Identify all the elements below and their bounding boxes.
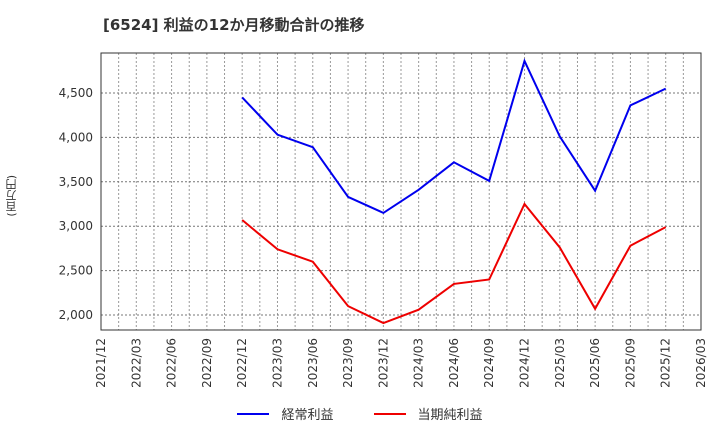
x-tick-label: 2021/12	[94, 338, 108, 388]
y-tick-label: 2,000	[59, 308, 93, 322]
series-line	[241, 202, 667, 325]
series-line	[241, 58, 667, 215]
x-tick-label: 2022/12	[235, 338, 249, 388]
x-tick-label: 2024/12	[518, 338, 532, 388]
legend-label: 当期純利益	[417, 408, 483, 423]
legend-label: 経常利益	[281, 408, 334, 423]
x-tick-label: 2025/09	[623, 338, 637, 388]
chart-title: [6524] 利益の12か月移動合計の推移	[103, 16, 365, 34]
legend-item-net-profit: 当期純利益	[373, 404, 483, 423]
y-tick-label: 4,000	[59, 130, 93, 144]
x-tick-label: 2024/03	[412, 338, 426, 388]
x-tick-label: 2025/03	[553, 338, 567, 388]
y-tick-label: 4,500	[59, 86, 93, 100]
x-tick-label: 2022/03	[129, 338, 143, 388]
legend-swatch-blue	[237, 412, 270, 415]
x-tick-label: 2022/09	[200, 338, 214, 388]
x-tick-label: 2023/03	[270, 338, 284, 388]
x-tick-label: 2023/09	[341, 338, 355, 388]
legend-swatch-red	[373, 412, 406, 415]
x-tick-label: 2025/06	[588, 338, 602, 388]
x-tick-label: 2024/06	[447, 338, 461, 388]
x-tick-label: 2023/06	[306, 338, 320, 388]
x-tick-label: 2024/09	[482, 338, 496, 388]
x-tick-label: 2023/12	[376, 338, 390, 388]
y-tick-label: 2,500	[59, 264, 93, 278]
y-tick-label: 3,500	[59, 175, 93, 189]
x-tick-label: 2022/06	[165, 338, 179, 388]
legend-item-ordinary-profit: 経常利益	[237, 404, 334, 423]
legend: 経常利益 当期純利益	[0, 404, 720, 423]
y-tick-label: 3,000	[59, 219, 93, 233]
x-tick-label: 2026/03	[694, 338, 708, 388]
x-tick-label: 2025/12	[659, 338, 673, 388]
